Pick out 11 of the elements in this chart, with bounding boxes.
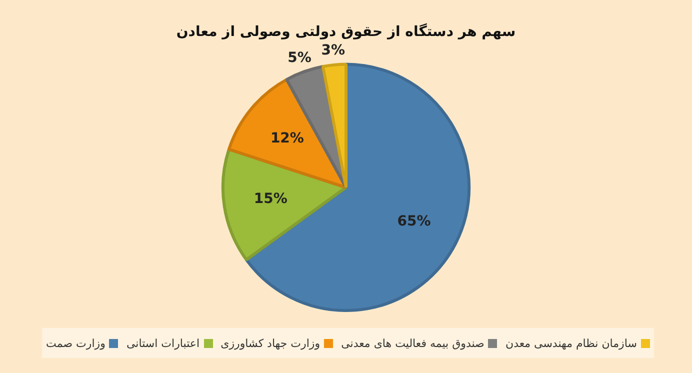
- legend-label: اعتبارات استانی: [126, 336, 200, 350]
- data-label: 3%: [321, 42, 345, 59]
- data-label: 65%: [397, 214, 431, 230]
- data-label: 15%: [254, 190, 288, 207]
- chart-title: سهم هر دستگاه از حقوق دولتی وصولی از معادن: [176, 23, 516, 40]
- legend-label: وزارت صمت: [46, 336, 106, 350]
- legend-label: صندوق بیمه فعالیت های معدنی: [341, 336, 484, 350]
- legend-label: وزارت جهاد کشاورزی: [220, 336, 320, 350]
- data-label: 12%: [270, 130, 304, 146]
- data-label: 5%: [288, 50, 312, 66]
- legend-label: سازمان نظام مهندسی معدن: [505, 336, 637, 350]
